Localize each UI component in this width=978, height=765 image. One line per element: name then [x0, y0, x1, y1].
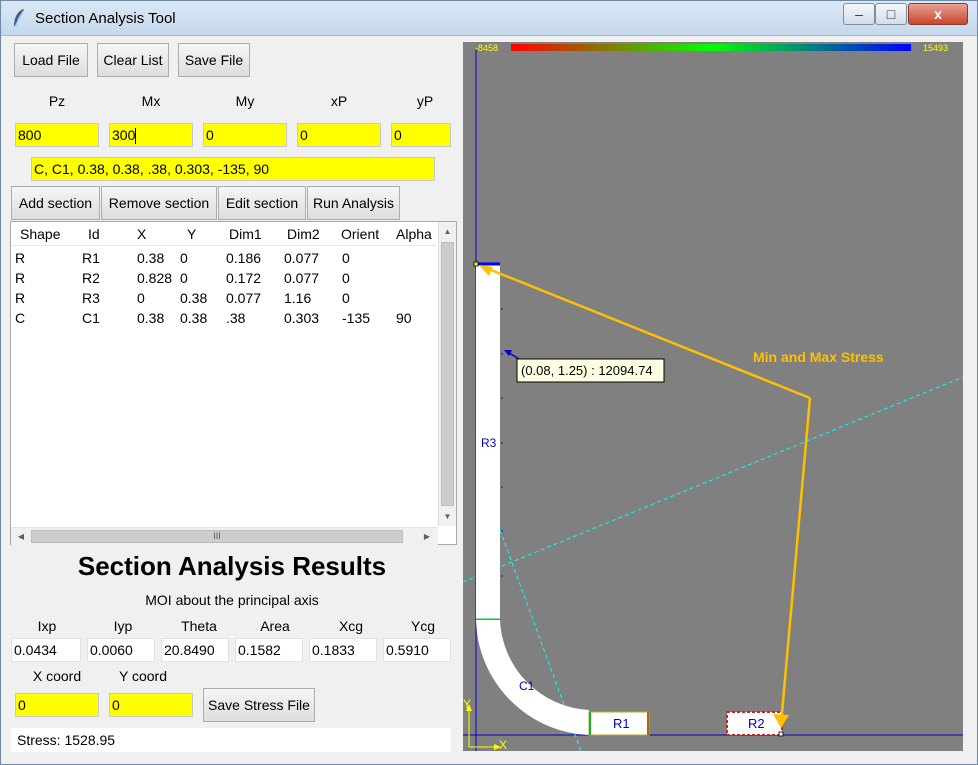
- close-button[interactable]: x: [908, 3, 968, 25]
- min-stress-marker: [778, 731, 784, 737]
- horizontal-scroll-thumb[interactable]: III: [31, 530, 403, 543]
- section-definition-input[interactable]: C, C1, 0.38, 0.38, .38, 0.303, -135, 90: [31, 157, 435, 181]
- thumb-grip-icon: III: [213, 531, 221, 541]
- feather-icon: [14, 9, 24, 27]
- min-max-stress-annotation: Min and Max Stress: [753, 349, 884, 365]
- min-stress-arrowhead: [773, 714, 789, 728]
- min-stress-arrow: [779, 397, 812, 725]
- r3-label: R3: [481, 436, 497, 450]
- close-icon: x: [934, 6, 942, 22]
- my-input[interactable]: 0: [203, 123, 287, 147]
- xp-label: xP: [330, 93, 348, 109]
- y-coord-label: Y coord: [119, 668, 167, 684]
- table-row[interactable]: R R3 0 0.38 0.077 1.16 0: [15, 290, 350, 306]
- pz-input[interactable]: 800: [15, 123, 99, 147]
- scroll-right-icon[interactable]: ▶: [423, 532, 431, 541]
- my-label: My: [235, 93, 255, 109]
- theta-value: 20.8490: [161, 638, 229, 662]
- mx-input[interactable]: 300: [109, 123, 193, 147]
- stress-tooltip: [516, 358, 665, 383]
- window-title: Section Analysis Tool: [35, 10, 176, 27]
- load-file-button[interactable]: Load File: [14, 43, 88, 77]
- xcg-label: Xcg: [338, 618, 364, 634]
- table-row[interactable]: R R2 0.828 0 0.172 0.077 0: [15, 270, 350, 286]
- c1-label: C1: [519, 679, 535, 693]
- status-bar: Stress: 1528.95: [11, 728, 451, 752]
- r3-shape: [476, 264, 500, 620]
- col-id[interactable]: Id: [88, 226, 100, 242]
- clear-list-button[interactable]: Clear List: [97, 43, 169, 77]
- remove-section-button[interactable]: Remove section: [101, 186, 217, 220]
- ycg-label: Ycg: [410, 618, 436, 634]
- maximize-button[interactable]: □: [875, 3, 907, 25]
- stress-plot: -8458 15493 R3 C1: [463, 43, 963, 751]
- area-label: Area: [260, 618, 290, 634]
- maximize-icon: □: [886, 6, 896, 22]
- origin-y-label: Y: [463, 697, 471, 711]
- table-horizontal-scrollbar[interactable]: ◀ III ▶: [11, 527, 438, 545]
- origin-x-label: X: [499, 738, 507, 751]
- stress-color-scale: [511, 44, 911, 51]
- minimize-button[interactable]: –: [843, 3, 875, 25]
- theta-label: Theta: [181, 618, 217, 634]
- stress-plot-canvas[interactable]: -8458 15493 R3 C1: [463, 42, 963, 751]
- col-dim1[interactable]: Dim1: [229, 226, 262, 242]
- r2-label: R2: [748, 716, 765, 731]
- scroll-down-icon[interactable]: ▼: [443, 512, 452, 521]
- add-section-button[interactable]: Add section: [11, 186, 100, 220]
- col-shape[interactable]: Shape: [20, 226, 61, 242]
- xp-input[interactable]: 0: [297, 123, 381, 147]
- pz-label: Pz: [48, 93, 66, 109]
- title-bar: Section Analysis Tool – □ x: [1, 1, 977, 36]
- edit-section-button[interactable]: Edit section: [218, 186, 306, 220]
- stress-tooltip-text: (0.08, 1.25) : 12094.74: [521, 363, 653, 378]
- r3-mesh-points: [501, 308, 503, 577]
- scale-min-label: -8458: [475, 43, 498, 53]
- r1-label: R1: [613, 716, 630, 731]
- iyp-label: Iyp: [113, 618, 133, 634]
- col-alpha[interactable]: Alpha: [396, 226, 432, 242]
- origin-y-arrowhead: [466, 704, 472, 711]
- moi-subtitle: MOI about the principal axis: [145, 592, 319, 608]
- scroll-up-icon[interactable]: ▲: [443, 227, 452, 236]
- save-stress-file-button[interactable]: Save Stress File: [203, 688, 315, 722]
- origin-x-arrowhead: [494, 744, 501, 750]
- x-coord-input[interactable]: 0: [15, 693, 99, 717]
- c1-shape: [476, 620, 589, 735]
- scroll-left-icon[interactable]: ◀: [17, 532, 25, 541]
- results-title: Section Analysis Results: [77, 551, 387, 581]
- yp-label: yP: [416, 93, 434, 109]
- scale-max-label: 15493: [923, 43, 948, 53]
- vertical-scroll-thumb[interactable]: [441, 242, 454, 506]
- x-coord-label: X coord: [32, 668, 82, 684]
- ixp-label: Ixp: [37, 618, 57, 634]
- run-analysis-button[interactable]: Run Analysis: [307, 186, 400, 220]
- max-stress-arrow: [480, 264, 811, 400]
- col-dim2[interactable]: Dim2: [287, 226, 320, 242]
- principal-axis-1: [463, 376, 963, 583]
- table-vertical-scrollbar[interactable]: ▲ ▼: [438, 222, 456, 526]
- ixp-value: 0.0434: [11, 638, 81, 662]
- table-header: Shape Id X Y Dim1 Dim2 Orient Alpha: [11, 222, 436, 246]
- table-row[interactable]: C C1 0.38 0.38 .38 0.303 -135 90: [15, 310, 412, 326]
- table-row[interactable]: R R1 0.38 0 0.186 0.077 0: [15, 250, 350, 266]
- col-y[interactable]: Y: [187, 226, 197, 242]
- save-file-button[interactable]: Save File: [178, 43, 250, 77]
- mx-label: Mx: [141, 93, 161, 109]
- y-coord-input[interactable]: 0: [109, 693, 193, 717]
- text-caret: [135, 128, 137, 145]
- section-table: Shape Id X Y Dim1 Dim2 Orient Alpha R R1…: [10, 221, 457, 545]
- max-stress-marker: [473, 261, 479, 267]
- iyp-value: 0.0060: [87, 638, 155, 662]
- hover-pointer-head: [504, 350, 512, 356]
- ycg-value: 0.5910: [383, 638, 451, 662]
- xcg-value: 0.1833: [309, 638, 377, 662]
- yp-input[interactable]: 0: [391, 123, 451, 147]
- area-value: 0.1582: [235, 638, 303, 662]
- col-x[interactable]: X: [137, 226, 147, 242]
- minimize-icon: –: [855, 6, 863, 22]
- col-orient[interactable]: Orient: [341, 226, 380, 242]
- max-stress-arrowhead: [479, 265, 493, 276]
